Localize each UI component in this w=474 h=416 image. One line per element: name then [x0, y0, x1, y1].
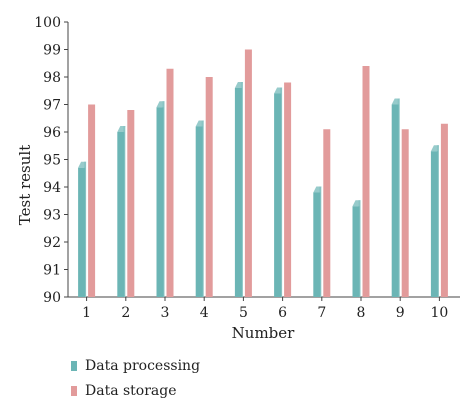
bar-body: [78, 167, 86, 297]
bar-body: [430, 151, 438, 297]
bar-body: [352, 206, 360, 297]
y-tick-labels: 90 91 92 93 94 95 96 97 98 99 100: [34, 15, 61, 306]
x-axis-title: Number: [232, 324, 295, 342]
bar-data-storage-9: [401, 129, 409, 297]
x-tick-labels: 1 2 3 4 5 6 7 8 9 10: [82, 305, 448, 321]
y-tick-label: 94: [43, 180, 61, 196]
x-tick-label: 1: [82, 305, 91, 321]
y-tick-label: 90: [43, 290, 61, 306]
legend: Data processing Data storage: [71, 358, 200, 399]
bar-data-processing-8: [352, 200, 361, 297]
y-tick-label: 96: [43, 125, 61, 141]
bar-body: [195, 126, 203, 297]
bar-body: [234, 88, 242, 297]
bar-data-processing-3: [156, 101, 165, 297]
x-tick-label: 8: [357, 305, 366, 321]
bar-data-processing-4: [195, 120, 204, 297]
x-tick-label: 9: [396, 305, 405, 321]
bar-body: [362, 66, 370, 297]
bar-body: [156, 107, 164, 297]
bar-data-processing-7: [313, 186, 322, 297]
x-tick-label: 3: [161, 305, 170, 321]
y-tick-label: 92: [43, 235, 61, 251]
bar-data-processing-1: [78, 161, 87, 297]
x-tick-label: 5: [239, 305, 248, 321]
bar-data-storage-2: [127, 110, 135, 297]
bar-data-storage-10: [440, 123, 448, 297]
bar-data-storage-1: [88, 104, 96, 297]
bar-data-storage-6: [284, 82, 292, 297]
bar-data-storage-7: [323, 129, 331, 297]
bar-body: [401, 129, 409, 297]
x-tick-label: 7: [317, 305, 326, 321]
y-tick-label: 93: [43, 208, 61, 224]
bar-body: [205, 77, 213, 297]
bar-body: [391, 104, 399, 297]
bar-data-storage-8: [362, 66, 370, 297]
y-tick-label: 99: [43, 43, 61, 59]
y-tick-label: 91: [43, 263, 61, 279]
x-tick-label: 10: [430, 305, 448, 321]
bar-data-processing-9: [391, 98, 400, 297]
bar-body: [127, 110, 135, 297]
bar-body: [88, 104, 96, 297]
legend-label-data-storage: Data storage: [85, 383, 177, 399]
legend-swatch-data-storage: [71, 386, 77, 396]
bar-body: [323, 129, 331, 297]
bar-body: [440, 123, 448, 297]
legend-swatch-data-processing: [71, 361, 77, 371]
bar-body: [313, 192, 321, 297]
bar-data-processing-6: [274, 87, 283, 297]
bar-body: [166, 68, 174, 297]
y-tick-label: 95: [43, 153, 61, 169]
bar-data-processing-2: [117, 126, 126, 297]
bar-data-storage-3: [166, 68, 174, 297]
bar-data-processing-10: [430, 145, 439, 297]
y-tick-label: 100: [34, 15, 61, 31]
x-tick-label: 2: [121, 305, 130, 321]
y-axis-title: Test result: [16, 145, 34, 225]
y-tick-label: 97: [43, 98, 61, 114]
bar-data-storage-5: [244, 49, 252, 297]
x-tick-label: 4: [200, 305, 209, 321]
x-tick-label: 6: [278, 305, 287, 321]
bar-body: [284, 82, 292, 297]
bar-body: [274, 93, 282, 297]
bar-body: [244, 49, 252, 297]
y-tick-label: 98: [43, 70, 61, 86]
bars: [78, 49, 448, 297]
legend-label-data-processing: Data processing: [85, 358, 200, 374]
bar-body: [117, 132, 125, 297]
bar-data-storage-4: [205, 77, 213, 297]
bar-data-processing-5: [234, 82, 243, 297]
